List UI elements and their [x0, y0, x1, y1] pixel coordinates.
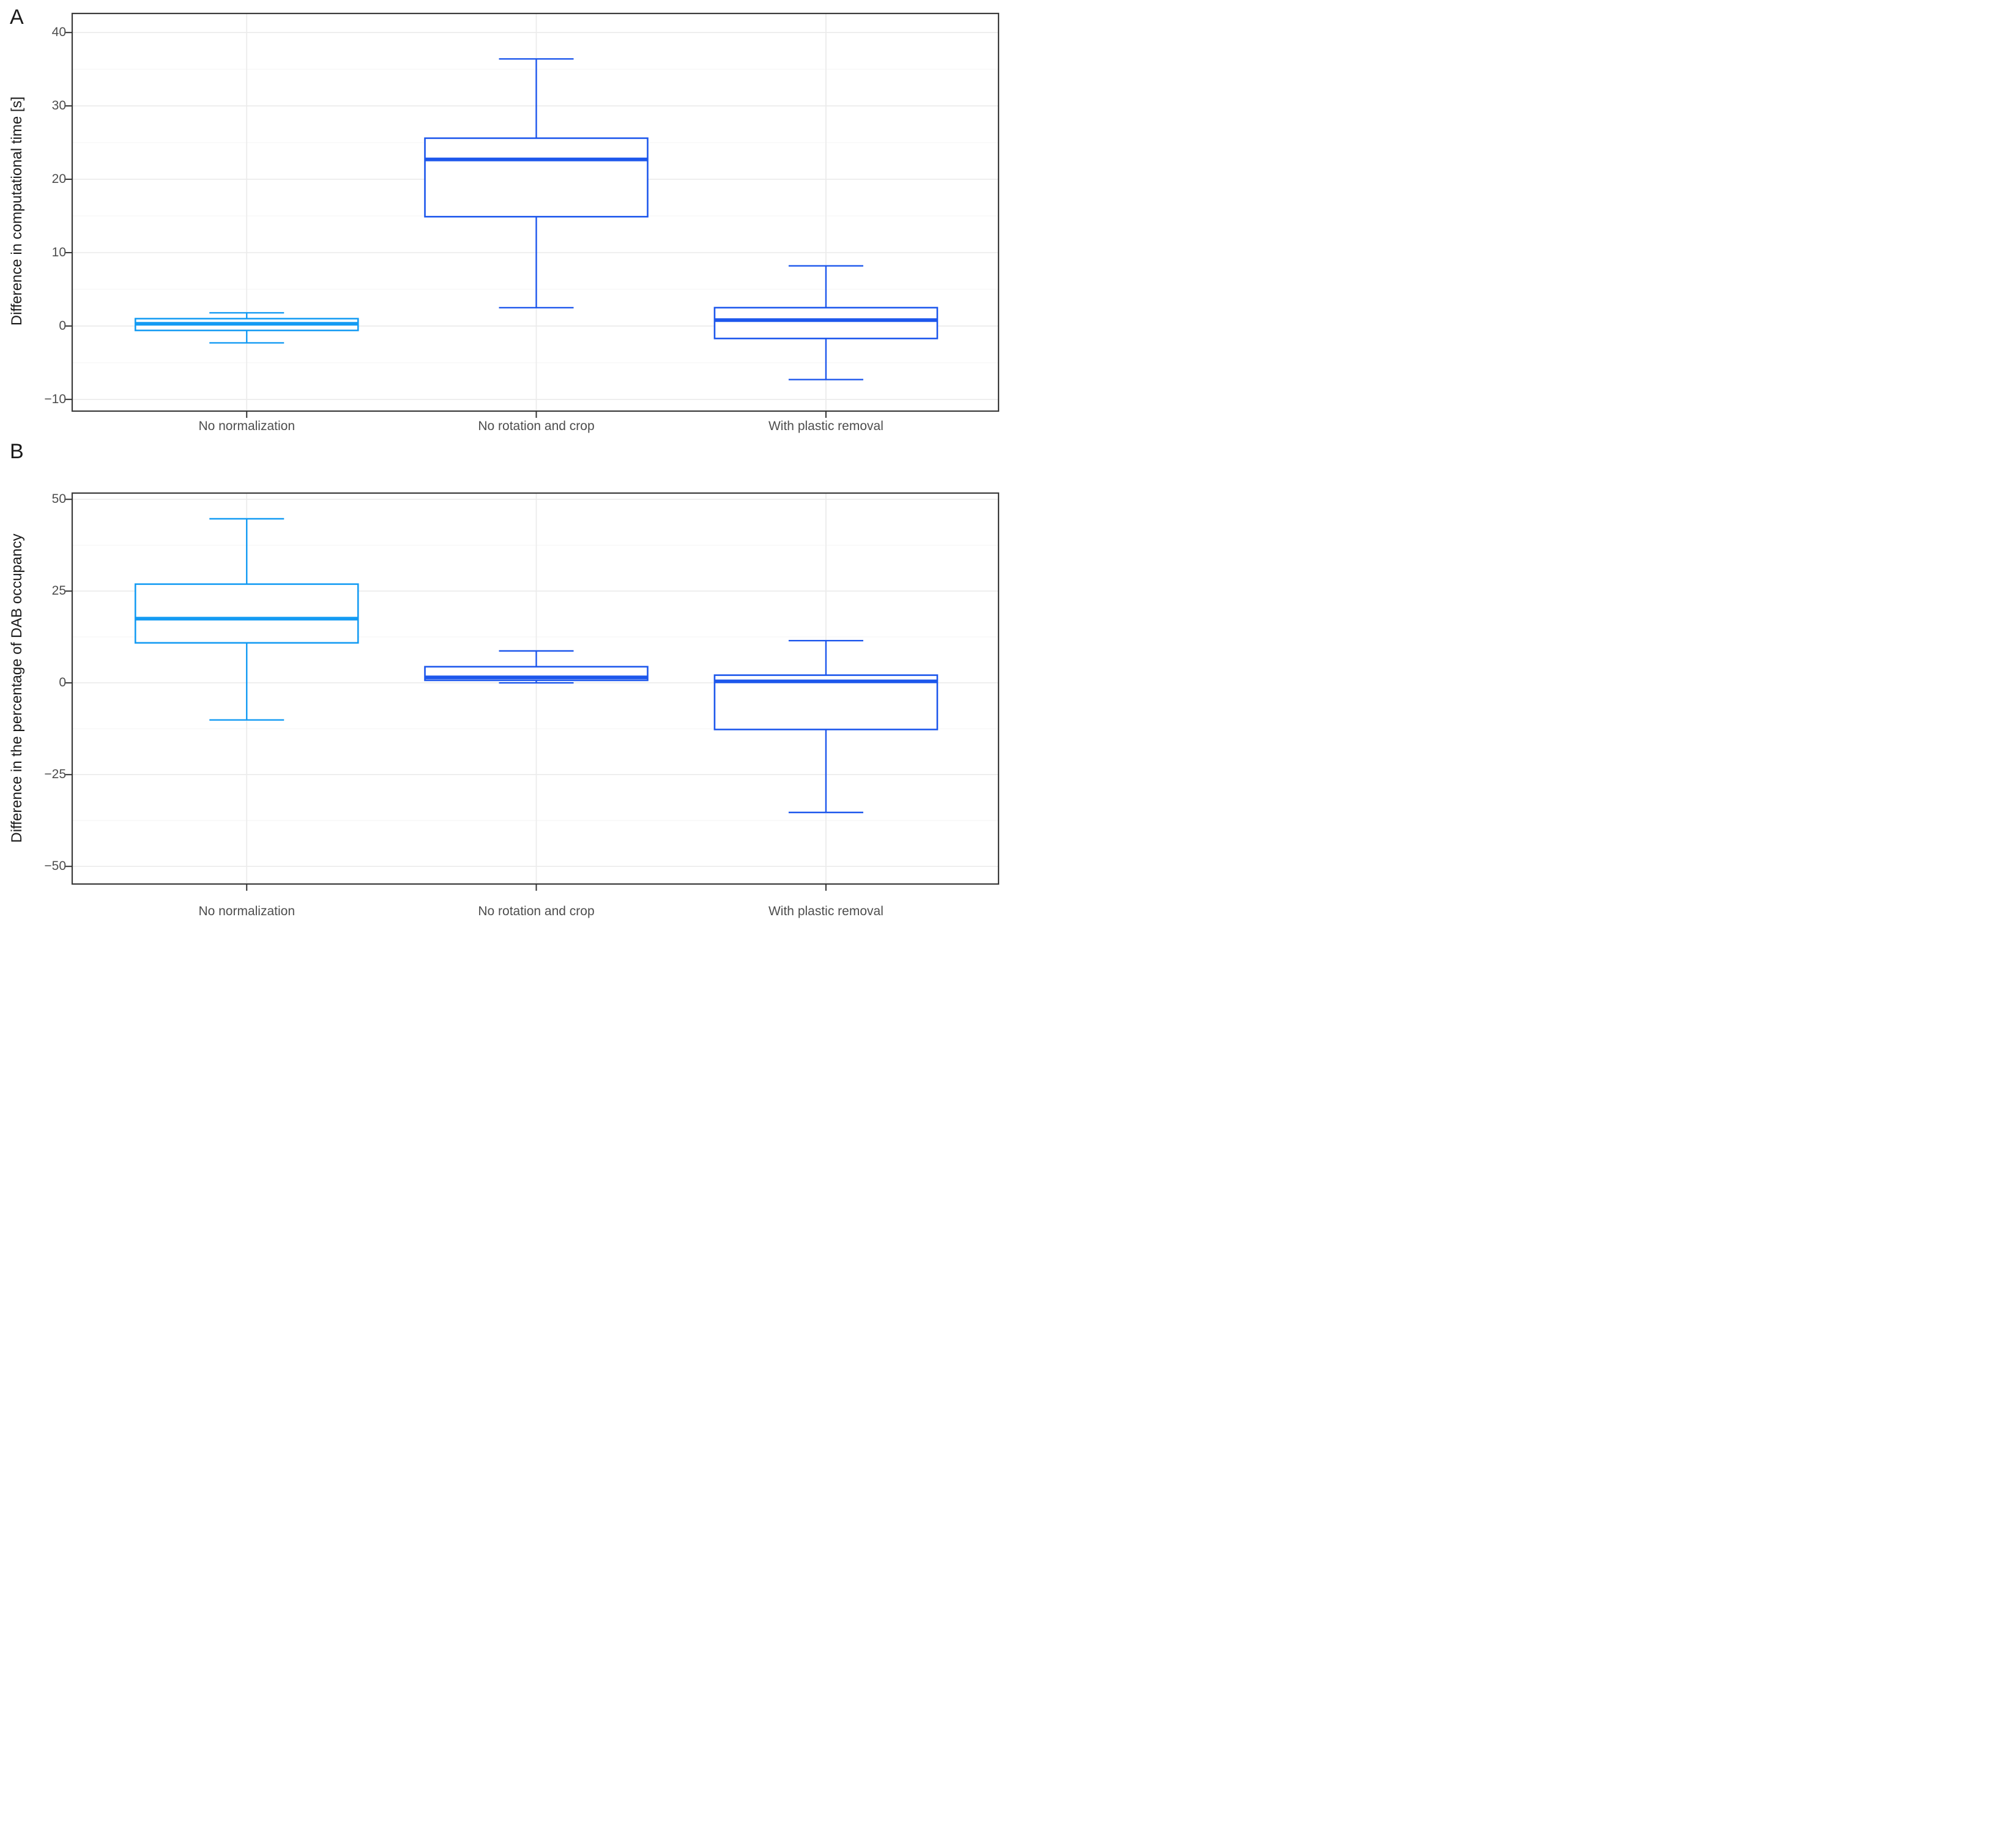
boxplot-b-no-rotation-and-crop	[424, 650, 649, 684]
boxplot-a-no-rotation-and-crop	[424, 58, 649, 309]
panel-a-plot-area	[65, 12, 1000, 418]
y-tick-label-a: 10	[51, 245, 66, 259]
category-label-b-no-normalization: No normalization	[198, 904, 296, 918]
y-tick-label-b: 25	[51, 584, 66, 598]
category-label-b-no-rotation-and-crop: No rotation and crop	[478, 904, 595, 918]
box	[424, 137, 649, 218]
figure-boxplots: A B Difference in computational time [s]…	[0, 0, 1008, 919]
y-tick-label-a: 20	[51, 172, 66, 187]
box	[713, 306, 939, 340]
y-tick-label-b: 0	[59, 675, 66, 690]
panel-b-border	[71, 492, 1000, 885]
panel-letter-a: A	[10, 6, 24, 29]
panel-a-border	[71, 12, 1000, 412]
category-label-b-with-plastic-removal: With plastic removal	[768, 904, 883, 918]
panel-b-plot-area	[65, 492, 1000, 891]
box	[134, 583, 359, 644]
y-tick-label-b: −50	[44, 859, 66, 874]
boxplot-a-no-normalization	[134, 312, 359, 344]
y-tick-label-a: 30	[51, 98, 66, 113]
y-tick-label-b: 50	[51, 492, 66, 507]
boxplot-b-no-normalization	[134, 518, 359, 721]
y-tick-label-a: −10	[44, 392, 66, 406]
boxplot-canvas	[65, 12, 1000, 891]
y-tick-label-a: 40	[51, 25, 66, 40]
y-axis-title-computational-time: Difference in computational time [s]	[9, 96, 25, 326]
panel-letter-b: B	[10, 440, 24, 463]
y-tick-label-a: 0	[59, 318, 66, 333]
y-tick-label-b: −25	[44, 767, 66, 782]
box	[713, 674, 939, 730]
boxplot-a-with-plastic-removal	[713, 265, 939, 381]
category-label-a-no-normalization: No normalization	[198, 419, 296, 433]
boxplot-b-with-plastic-removal	[713, 639, 939, 814]
category-label-a-with-plastic-removal: With plastic removal	[768, 419, 883, 433]
category-label-a-no-rotation-and-crop: No rotation and crop	[478, 419, 595, 433]
